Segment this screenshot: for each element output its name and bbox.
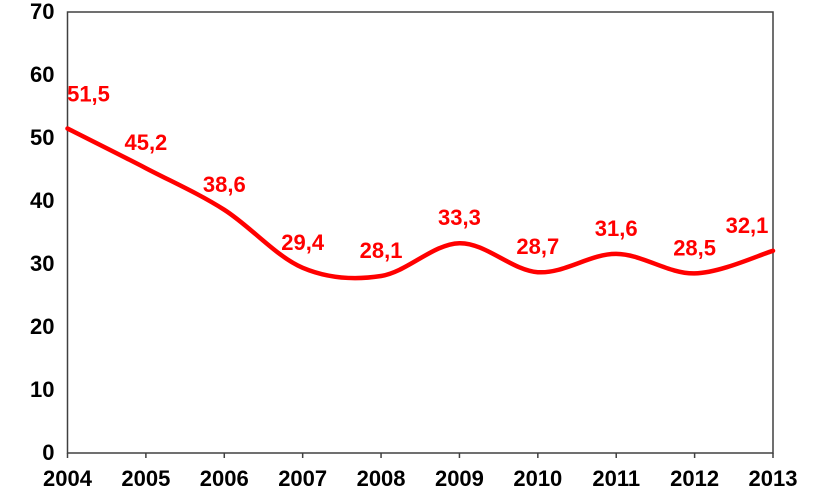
data-label: 45,2 — [124, 130, 167, 155]
data-label: 51,5 — [67, 82, 110, 107]
y-axis-label: 50 — [30, 125, 54, 150]
y-axis-label: 70 — [30, 0, 54, 24]
x-axis-label: 2005 — [121, 466, 170, 491]
plot-border — [66, 11, 774, 454]
data-label: 29,4 — [281, 230, 325, 255]
y-axis-label: 40 — [30, 188, 54, 213]
data-label: 28,5 — [673, 235, 716, 260]
data-label: 33,3 — [438, 205, 481, 230]
x-axis-label: 2010 — [513, 466, 562, 491]
data-label: 38,6 — [203, 172, 246, 197]
y-axis-label: 0 — [42, 440, 54, 465]
data-series-line — [65, 126, 776, 281]
y-axis-label: 20 — [30, 314, 54, 339]
x-axis-label: 2011 — [592, 466, 640, 491]
data-label: 31,6 — [595, 216, 638, 241]
x-axis-label: 2012 — [670, 466, 719, 491]
data-label: 28,7 — [516, 234, 559, 259]
x-axis-label: 2009 — [435, 466, 484, 491]
x-axis-label: 2004 — [43, 466, 93, 491]
data-label: 32,1 — [726, 213, 769, 238]
y-axis-label: 30 — [30, 251, 54, 276]
x-axis-label: 2008 — [357, 466, 406, 491]
x-axis-label: 2006 — [200, 466, 249, 491]
data-label: 28,1 — [360, 238, 403, 263]
y-axis-label: 60 — [30, 62, 54, 87]
x-axis-label: 2013 — [749, 466, 798, 491]
x-axis-label: 2007 — [278, 466, 327, 491]
y-axis-label: 10 — [30, 377, 54, 402]
